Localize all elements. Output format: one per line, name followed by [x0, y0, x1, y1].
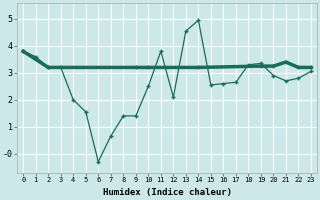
X-axis label: Humidex (Indice chaleur): Humidex (Indice chaleur): [103, 188, 232, 197]
